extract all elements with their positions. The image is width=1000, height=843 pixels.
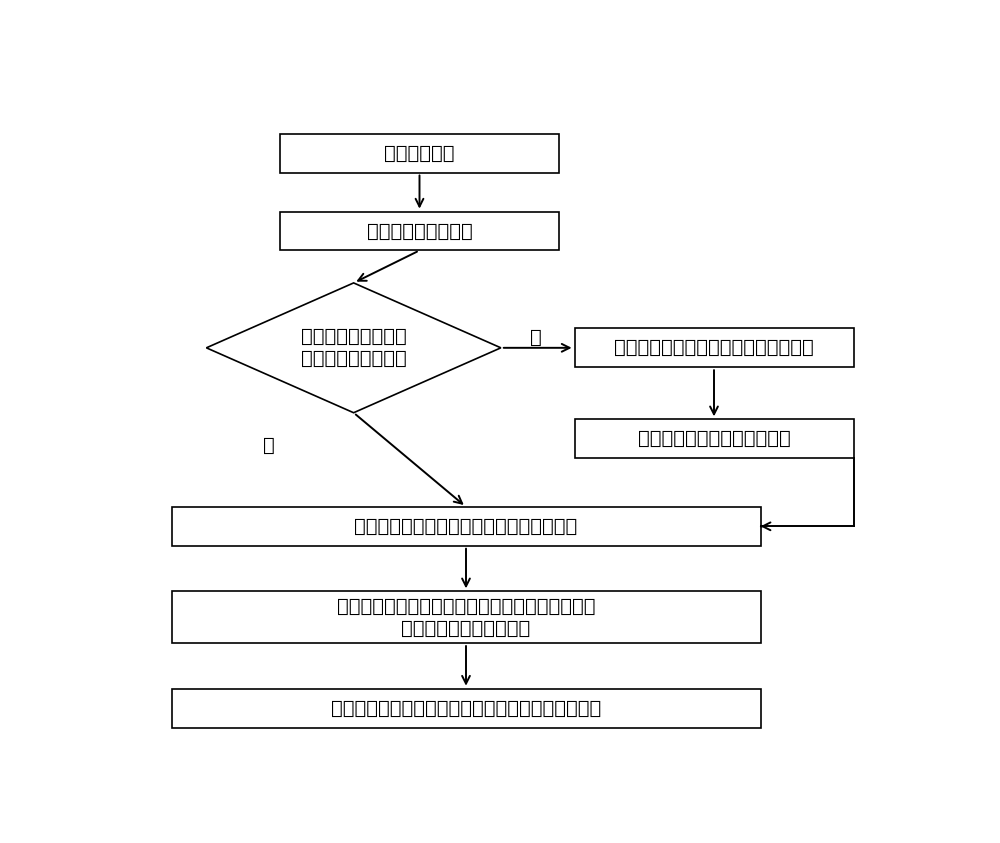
Text: 根据预定的上传时间，对当前程序进行参数统计，
并上传本地参数到服务器: 根据预定的上传时间，对当前程序进行参数统计， 并上传本地参数到服务器 (337, 597, 595, 637)
FancyBboxPatch shape (280, 133, 559, 173)
FancyBboxPatch shape (172, 591, 761, 643)
Text: 读取程序信息: 读取程序信息 (384, 143, 455, 163)
Text: 服务器根据收到的信息对该程序的默认参数进行更新: 服务器根据收到的信息对该程序的默认参数进行更新 (331, 699, 601, 717)
Text: 查询服务器数据库，获取显示调整参数: 查询服务器数据库，获取显示调整参数 (614, 338, 814, 357)
Text: 保存或更新到本地手机数据库: 保存或更新到本地手机数据库 (638, 429, 790, 448)
Text: 否: 否 (530, 328, 542, 347)
Text: 根据读取到的调整参数对图像显示进行处理: 根据读取到的调整参数对图像显示进行处理 (354, 517, 578, 536)
FancyBboxPatch shape (574, 329, 854, 368)
Text: 是: 是 (262, 436, 274, 454)
Polygon shape (206, 283, 501, 413)
FancyBboxPatch shape (172, 507, 761, 545)
Text: 查询本地手机数据库: 查询本地手机数据库 (367, 222, 472, 240)
FancyBboxPatch shape (574, 419, 854, 459)
FancyBboxPatch shape (280, 212, 559, 250)
Text: 是否查询到该程序未
过期的显示调整参数: 是否查询到该程序未 过期的显示调整参数 (301, 327, 406, 368)
FancyBboxPatch shape (172, 689, 761, 728)
